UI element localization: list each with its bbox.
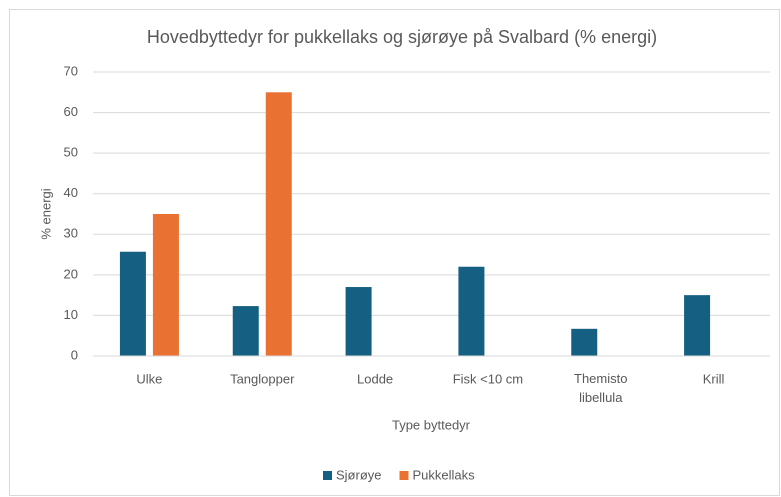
x-tick-label: Fisk <10 cm xyxy=(453,371,523,386)
bar xyxy=(119,251,146,356)
legend-swatch xyxy=(323,471,332,480)
bar xyxy=(458,266,485,356)
chart-title: Hovedbyttedyr for pukkellaks og sjørøye … xyxy=(147,27,657,47)
x-tick-label: Krill xyxy=(703,371,725,386)
y-tick-label: 70 xyxy=(64,63,78,78)
x-axis-label: Type byttedyr xyxy=(392,417,471,432)
x-tick-label: Tanglopper xyxy=(230,371,295,386)
y-tick-label: 40 xyxy=(64,185,78,200)
bar xyxy=(265,92,292,357)
x-tick-label: Ulke xyxy=(136,371,162,386)
legend-label: Pukkellaks xyxy=(413,467,476,482)
y-tick-label: 20 xyxy=(64,266,78,281)
bar xyxy=(684,295,711,356)
x-tick-label: Themisto libellula xyxy=(574,371,627,405)
legend-swatch xyxy=(399,471,409,480)
bar xyxy=(571,328,598,356)
legend-label: Sjørøye xyxy=(336,467,382,482)
x-tick-label: Lodde xyxy=(357,371,393,386)
y-axis-label: % energi xyxy=(38,188,53,239)
y-tick-label: 50 xyxy=(64,145,78,160)
bar xyxy=(232,306,259,356)
bar xyxy=(152,214,179,356)
y-tick-label: 10 xyxy=(64,307,78,322)
bar xyxy=(345,287,372,356)
y-tick-label: 0 xyxy=(71,347,78,362)
y-tick-label: 60 xyxy=(64,104,78,119)
y-tick-label: 30 xyxy=(64,226,78,241)
